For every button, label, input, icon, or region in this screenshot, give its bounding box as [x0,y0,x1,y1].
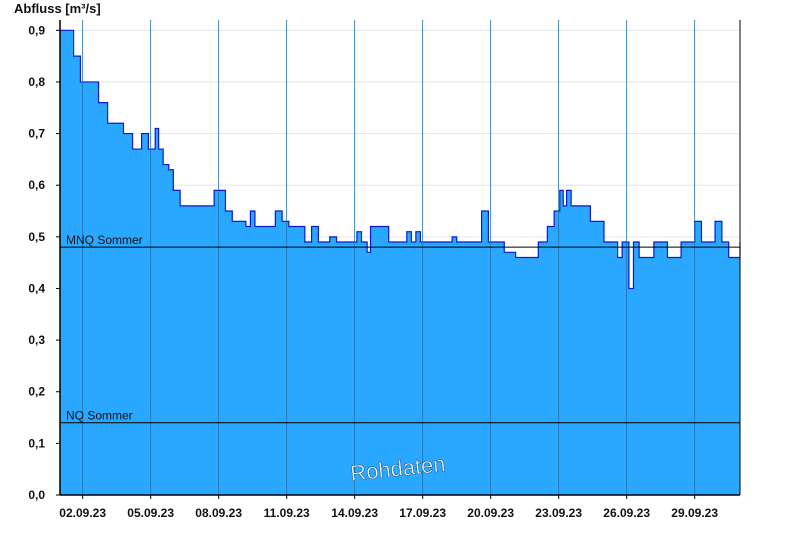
y-tick-label: 0,2 [28,385,45,399]
reference-lines: MNQ Sommer NQ Sommer [60,233,740,424]
reference-line-label: MNQ Sommer [66,233,143,247]
x-tick-label: 11.09.23 [264,506,310,520]
y-tick-label: 0,8 [28,75,45,89]
vertical-gridlines [82,20,696,495]
y-tick-label: 0,7 [28,127,45,141]
y-tick-label: 0,9 [28,23,45,37]
x-tick-label: 08.09.23 [195,506,242,520]
x-tick-label: 05.09.23 [127,506,174,520]
discharge-line [60,29,741,290]
y-ticks: 0,0 0,1 0,2 0,3 0,4 0,5 0,6 0,7 0,8 0,9 [28,23,60,502]
discharge-area [60,30,740,496]
y-tick-label: 0,6 [28,178,45,192]
x-tick-label: 20.09.23 [467,506,514,520]
y-tick-label: 0,3 [28,333,45,347]
y-tick-label: 0,5 [28,230,45,244]
y-axis-label: Abfluss [m³/s] [14,1,101,16]
x-tick-label: 17.09.23 [399,506,446,520]
x-tick-label: 26.09.23 [603,506,650,520]
y-tick-label: 0,4 [28,281,45,295]
reference-line-label: NQ Sommer [66,409,133,423]
x-ticks: 02.09.23 05.09.23 08.09.23 11.09.23 14.09.23… [59,495,718,520]
y-tick-label: 0,1 [28,436,45,450]
x-tick-label: 14.09.23 [331,506,378,520]
y-tick-label: 0,0 [28,488,45,502]
x-tick-label: 29.09.23 [671,506,718,520]
x-tick-label: 02.09.23 [59,506,106,520]
x-tick-label: 23.09.23 [535,506,582,520]
